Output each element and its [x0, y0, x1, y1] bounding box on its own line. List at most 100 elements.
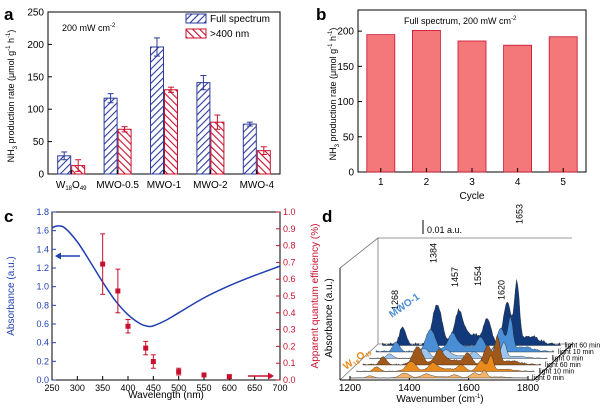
x-axis-label-b: Cycle: [459, 191, 484, 202]
y-tick-label-left-c: 1.4: [36, 244, 49, 254]
legend-a: Full spectrum >400 nm: [185, 13, 270, 40]
y-axis-label-right-c: Apparent quantum efficiency (%): [310, 224, 321, 369]
y-tick-label-b: 200: [337, 27, 354, 38]
aqe-point: [115, 288, 121, 294]
y-tick-label-right-c: 0.8: [283, 241, 296, 251]
x-tick-label-b: 5: [560, 177, 566, 188]
y-tick-label-right-c: 0.5: [283, 291, 296, 301]
trace-label: light 0 min: [532, 375, 564, 382]
x-tick-label-c: 350: [95, 383, 110, 393]
panel-label-d: d: [322, 207, 332, 226]
legend-label-400: >400 nm: [210, 29, 249, 40]
trace-label: light 10 min: [539, 369, 575, 376]
series-arrows-c: [55, 252, 274, 380]
panel-label-b: b: [316, 5, 326, 24]
y-tick-label-right-c: 0.4: [283, 308, 296, 318]
x-tick-label-d: 1200: [339, 383, 362, 394]
aqe-point: [226, 374, 232, 380]
annotation-b: Full spectrum, 200 mW cm-2: [404, 16, 517, 26]
y-tick-label-b: 100: [337, 97, 354, 108]
spectrum-trace-2: [362, 334, 542, 366]
bar-400-1: [117, 128, 132, 175]
sample-label-w18o49: W18O49: [341, 346, 373, 374]
peak-label-1384: 1384: [429, 243, 439, 263]
x-tick-label-a: W18O49: [56, 180, 87, 192]
x-ticks-d: 1200 1400 1600 1800: [339, 376, 540, 394]
y-axis-label-a: NH3 production rate (μmol g-1 h-1): [6, 30, 19, 163]
legend-swatch-full: [185, 13, 207, 24]
y-axis-a: 0 50 100 150 200 250: [27, 8, 52, 181]
bar-cycle-1: [366, 34, 396, 173]
panel-label-a: a: [4, 5, 14, 24]
y-tick-label-right-c: 0.1: [283, 358, 296, 368]
x-tick-label-d: 1400: [398, 383, 421, 394]
y-tick-label-left-c: 0.8: [36, 300, 49, 310]
bar-full-1: [103, 97, 118, 175]
aqe-point: [201, 372, 207, 378]
bar-cycle-4: [503, 44, 533, 173]
aqe-point: [150, 359, 156, 365]
x-tick-label-c: 450: [146, 383, 161, 393]
plot-frame-c: [51, 211, 281, 381]
spectrum-trace-4: [375, 315, 555, 353]
scale-label-d: 0.01 a.u.: [427, 225, 462, 235]
spectrum-trace-5: [382, 279, 561, 346]
peak-label-1620: 1620: [497, 280, 507, 300]
x-tick-label-c: 700: [272, 383, 287, 393]
aqe-point: [100, 261, 106, 267]
spectrum-trace-1: [356, 354, 535, 372]
x-tick-label-c: 250: [44, 383, 59, 393]
x-tick-label-a: MWO-1: [147, 180, 182, 191]
panel-a: a 0 50 100 150 200 250 W18O49 MWO-0.5 MWO-1 MWO-…: [4, 5, 281, 192]
peak-label-1653: 1653: [514, 204, 524, 224]
aqe-point: [125, 323, 131, 329]
y-tick-label-right-c: 0.6: [283, 274, 296, 284]
x-tick-label-c: 400: [120, 383, 135, 393]
scale-bar-d: 0.01 a.u.: [422, 220, 462, 235]
peak-label-1457: 1457: [450, 267, 460, 287]
absorbance-curve-c: [51, 225, 281, 328]
x-axis-b: 1 2 3 4 5: [378, 168, 566, 188]
aqe-point: [176, 369, 182, 375]
y-tick-label-b: 150: [337, 62, 354, 73]
y-tick-label-left-c: 0.6: [36, 319, 49, 329]
y-tick-label-right-c: 0.2: [283, 341, 296, 351]
y-tick-label-right-c: 1.0: [283, 207, 296, 217]
trace-label: light 0 min: [552, 356, 584, 363]
legend-label-full: Full spectrum: [210, 14, 270, 25]
y-tick-label-a: 200: [27, 40, 44, 51]
bar-full-3: [196, 82, 211, 175]
arrow-left-head-icon: [55, 252, 61, 260]
y-tick-label-left-c: 1.6: [36, 226, 49, 236]
x-axis-c: 250 300 350 400 450 500 550 600 650 700: [44, 376, 288, 393]
x-axis-label-c: Wavelength (nm): [128, 390, 204, 401]
trace-label: light 60 min: [545, 362, 581, 369]
y-axis-right-c: 0.0 0.1 0.2 0.3 0.4 0.5 0.6 0.7 0.8 0.9 1.0: [276, 207, 296, 385]
x-tick-label-b: 2: [424, 177, 430, 188]
y-tick-label-right-c: 0.9: [283, 224, 296, 234]
x-tick-label-c: 500: [171, 383, 186, 393]
spectrum-trace-0: [349, 369, 529, 379]
y-tick-label-left-c: 0.0: [36, 375, 49, 385]
bar-400-2: [164, 89, 178, 175]
y-tick-label-a: 100: [27, 105, 44, 116]
bar-cycle-2: [411, 30, 441, 173]
x-tick-label-c: 300: [70, 383, 85, 393]
x-tick-label-d: 1800: [517, 383, 540, 394]
y-tick-label-b: 0: [348, 168, 354, 179]
y-tick-label-left-c: 0.4: [36, 338, 49, 348]
x-tick-label-c: 650: [247, 383, 262, 393]
spectra-d: [349, 279, 561, 379]
bars-b: [366, 30, 578, 173]
trace-label: light 60 min: [565, 343, 601, 350]
aqe-point: [143, 345, 149, 351]
bar-400-3: [210, 121, 225, 175]
bar-full-4: [242, 123, 257, 175]
y-tick-label-a: 0: [38, 170, 44, 181]
y-tick-label-a: 50: [33, 137, 45, 148]
x-tick-label-b: 4: [515, 177, 521, 188]
y-tick-label-left-c: 1.8: [36, 207, 49, 217]
